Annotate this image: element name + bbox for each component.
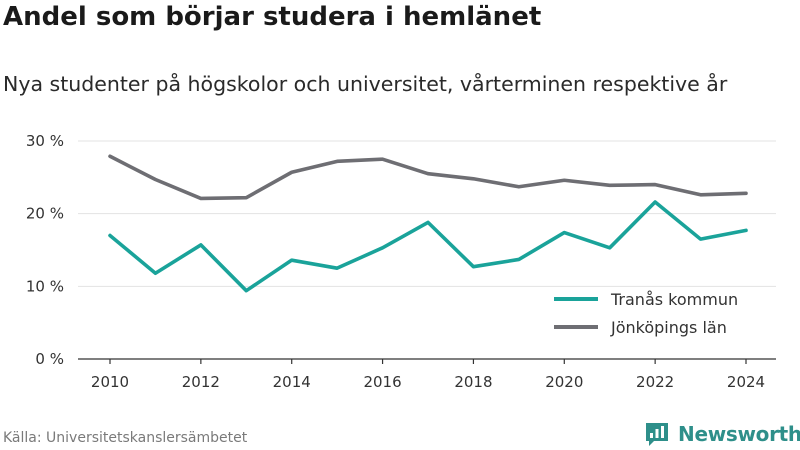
- source-note: Källa: Universitetskanslersämbetet: [3, 430, 248, 446]
- brand-logo: Newsworthy: [644, 420, 800, 448]
- legend-label: Tranås kommun: [610, 290, 738, 309]
- brand-name: Newsworthy: [678, 422, 800, 446]
- newsworthy-logo-icon: [646, 423, 668, 446]
- legend: Tranås kommun Jönköpings län: [554, 290, 738, 337]
- x-tick-label: 2024: [727, 373, 765, 391]
- x-tick-label: 2020: [545, 373, 583, 391]
- x-tick-label: 2012: [182, 373, 220, 391]
- axes: 0 % 10 % 20 % 30 % 2010 2012 2014 2016 2018 2020 2…: [26, 132, 776, 391]
- x-tick-label: 2016: [363, 373, 401, 391]
- x-tick-label: 2014: [273, 373, 311, 391]
- y-tick-label: 30 %: [26, 132, 64, 150]
- series-lines: [108, 154, 748, 293]
- chart-subtitle: Nya studenter på högskolor och universit…: [3, 72, 728, 96]
- series-line: [108, 200, 748, 293]
- legend-label: Jönköpings län: [610, 318, 727, 337]
- chart-title: Andel som börjar studera i hemlänet: [3, 2, 542, 32]
- x-tick-label: 2022: [636, 373, 674, 391]
- grid-lines: [78, 140, 776, 287]
- series-line: [108, 154, 748, 201]
- y-tick-label: 20 %: [26, 205, 64, 223]
- x-tick-label: 2010: [91, 373, 129, 391]
- y-tick-label: 0 %: [35, 350, 64, 368]
- x-tick-label: 2018: [454, 373, 492, 391]
- y-tick-label: 10 %: [26, 277, 64, 295]
